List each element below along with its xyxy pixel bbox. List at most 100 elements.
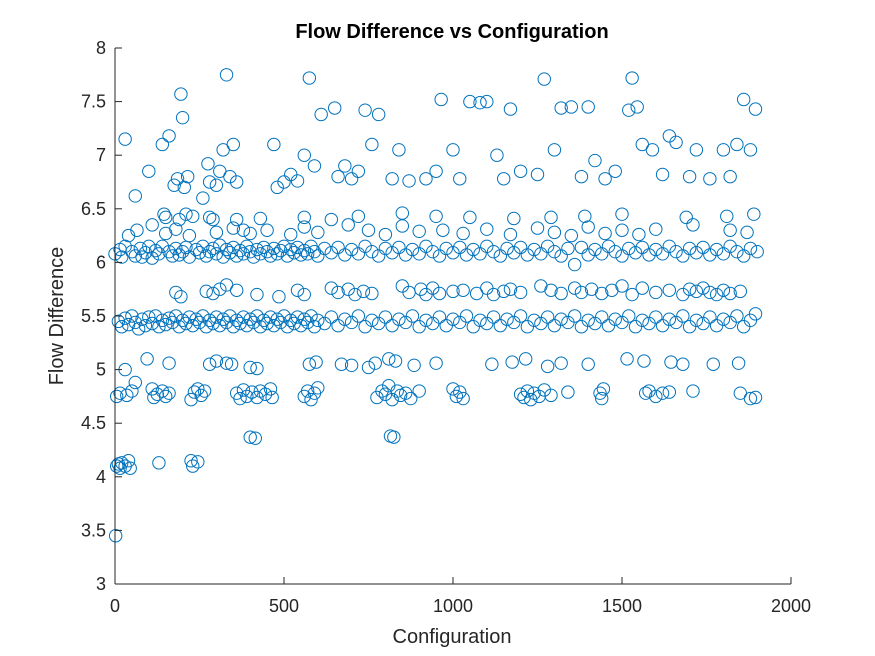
data-point <box>385 392 399 407</box>
data-point <box>581 100 595 114</box>
data-point <box>689 143 704 157</box>
data-point <box>142 310 156 324</box>
data-point <box>135 250 149 264</box>
x-tick-label: 0 <box>110 596 120 616</box>
data-point <box>344 358 359 373</box>
data-point <box>628 246 643 260</box>
data-point <box>608 312 622 326</box>
data-point <box>263 382 278 396</box>
data-point <box>429 209 443 224</box>
data-point <box>642 384 656 398</box>
data-point <box>620 352 634 366</box>
data-point <box>300 384 315 398</box>
data-point <box>206 212 220 227</box>
data-point <box>196 239 210 254</box>
data-point <box>341 282 355 296</box>
data-point <box>669 244 683 259</box>
data-point <box>382 352 396 366</box>
data-point <box>736 249 751 263</box>
data-point <box>615 207 629 221</box>
data-point <box>706 357 720 371</box>
data-point <box>226 137 241 152</box>
data-point <box>703 310 717 324</box>
data-point <box>669 135 683 150</box>
data-point <box>407 358 421 373</box>
data-point <box>497 172 511 186</box>
data-point <box>121 454 136 468</box>
data-point <box>456 226 470 241</box>
data-point <box>250 361 264 376</box>
data-point <box>649 389 663 404</box>
data-point <box>743 143 758 157</box>
data-point <box>248 431 262 445</box>
data-point <box>432 286 447 301</box>
data-point <box>191 455 205 469</box>
data-point <box>196 191 210 205</box>
y-tick-label: 3.5 <box>81 520 106 540</box>
y-tick-label: 5 <box>96 360 106 380</box>
data-point <box>731 356 746 370</box>
data-point <box>446 246 460 260</box>
data-point <box>371 249 386 263</box>
data-point <box>723 239 737 254</box>
data-point <box>358 239 372 254</box>
data-point <box>229 212 244 227</box>
data-point <box>219 315 234 330</box>
data-point <box>419 313 433 327</box>
data-point <box>175 110 190 125</box>
y-tick-label: 4.5 <box>81 413 106 433</box>
data-point <box>324 212 339 227</box>
data-point <box>622 103 636 117</box>
data-point <box>392 240 406 255</box>
data-point <box>290 174 305 188</box>
data-point <box>223 309 237 323</box>
y-tick-label: 5.5 <box>81 306 106 326</box>
data-point <box>473 247 487 261</box>
data-point <box>615 223 629 237</box>
data-point <box>172 248 186 262</box>
data-point <box>581 220 595 234</box>
data-point <box>145 382 159 396</box>
data-point <box>473 95 487 110</box>
data-point <box>270 180 284 195</box>
data-point <box>743 391 758 406</box>
data-point <box>730 244 744 259</box>
data-point <box>625 287 639 302</box>
data-point <box>520 384 535 398</box>
data-point <box>192 315 207 330</box>
data-point <box>180 169 195 184</box>
data-point <box>743 241 758 256</box>
data-point <box>662 283 677 297</box>
data-point <box>361 360 376 375</box>
data-point <box>513 240 528 255</box>
data-point <box>561 241 575 256</box>
data-point <box>186 318 200 333</box>
data-point <box>236 383 251 397</box>
data-point <box>412 384 426 398</box>
data-point <box>662 385 677 399</box>
data-point <box>365 286 379 301</box>
data-point <box>608 164 622 178</box>
data-point <box>307 159 322 173</box>
data-point <box>365 137 379 152</box>
data-point <box>615 249 629 263</box>
data-point <box>130 223 144 237</box>
data-point <box>348 287 362 302</box>
data-point <box>216 312 230 326</box>
data-point <box>649 285 663 300</box>
data-point <box>272 290 286 304</box>
data-point <box>507 211 521 226</box>
data-point <box>128 315 142 330</box>
data-point <box>520 248 535 262</box>
data-point <box>554 286 568 301</box>
data-point <box>453 385 467 399</box>
data-point <box>172 320 186 334</box>
y-tick-label: 8 <box>96 38 106 58</box>
data-point <box>412 224 426 239</box>
data-point <box>125 384 139 398</box>
data-point <box>544 210 558 225</box>
data-point <box>449 389 464 404</box>
data-point <box>243 430 257 444</box>
data-point <box>513 164 528 178</box>
data-point <box>162 129 176 143</box>
